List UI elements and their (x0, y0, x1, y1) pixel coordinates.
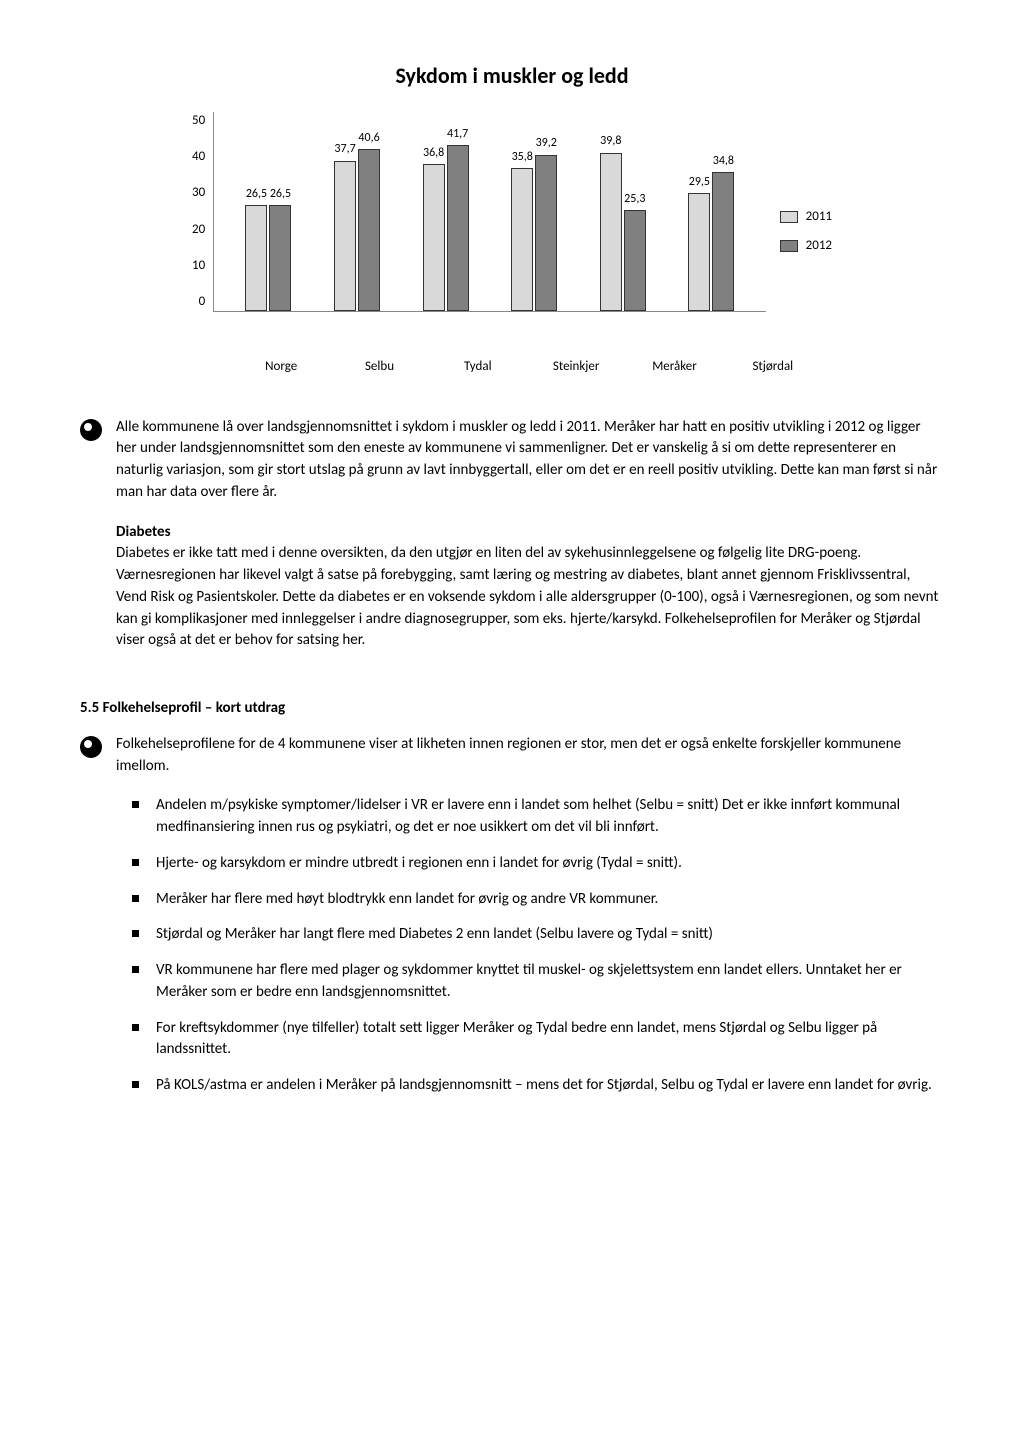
paragraph-folkehelseprofil-intro: Folkehelseprofilene for de 4 kommunene v… (116, 734, 944, 778)
bar-2012: 34,8 (712, 172, 734, 311)
x-tick-label: Tydal (429, 358, 527, 377)
bar-group: 35,839,2 (490, 112, 579, 311)
subheading-folkehelseprofil: 5.5 Folkehelseprofil – kort utdrag (80, 698, 944, 720)
section-muskler-ledd: Alle kommunene lå over landsgjennomsnitt… (80, 417, 944, 671)
bar-2011: 39,8 (600, 153, 622, 311)
chart-title: Sykdom i muskler og ledd (192, 60, 832, 92)
bar-2011: 36,8 (423, 164, 445, 310)
bar-2011: 37,7 (334, 161, 356, 311)
y-axis: 50 40 30 20 10 0 (192, 112, 213, 312)
list-item: For kreftsykdommer (nye tilfeller) total… (156, 1018, 944, 1062)
legend-label: 2012 (806, 237, 832, 256)
x-tick-label: Meråker (625, 358, 723, 377)
bar-value-label: 26,5 (246, 186, 267, 203)
list-item: På KOLS/astma er andelen i Meråker på la… (156, 1075, 944, 1097)
legend-item-2011: 2011 (780, 208, 832, 227)
bar-2012: 25,3 (624, 210, 646, 311)
bullet-marker-icon (80, 736, 102, 758)
chart-container: Sykdom i muskler og ledd 50 40 30 20 10 … (192, 60, 832, 377)
bar-value-label: 26,5 (270, 186, 291, 203)
paragraph-muskler-ledd: Alle kommunene lå over landsgjennomsnitt… (116, 417, 944, 504)
paragraph-diabetes: Diabetes Diabetes er ikke tatt med i den… (116, 522, 944, 653)
ytick: 40 (192, 148, 205, 167)
bar-value-label: 34,8 (713, 153, 734, 170)
bar-group: 29,534,8 (667, 112, 756, 311)
bar-value-label: 40,6 (358, 130, 379, 147)
bullet-list: Andelen m/psykiske symptomer/lidelser i … (116, 795, 944, 1097)
bar-value-label: 39,2 (536, 135, 557, 152)
bar-value-label: 25,3 (624, 191, 645, 208)
list-item: Hjerte- og karsykdom er mindre utbredt i… (156, 853, 944, 875)
plot-area: 26,526,537,740,636,841,735,839,239,825,3… (213, 112, 765, 312)
x-tick-label: Stjørdal (724, 358, 822, 377)
bar-value-label: 35,8 (512, 149, 533, 166)
bar-2012: 41,7 (447, 145, 469, 311)
bar-group: 37,740,6 (313, 112, 402, 311)
bar-2012: 40,6 (358, 149, 380, 311)
bar-value-label: 36,8 (423, 145, 444, 162)
ytick: 10 (192, 257, 205, 276)
bar-2011: 35,8 (511, 168, 533, 310)
bar-value-label: 37,7 (334, 141, 355, 158)
ytick: 50 (192, 112, 205, 131)
bar-2012: 26,5 (269, 205, 291, 310)
ytick: 0 (192, 293, 205, 312)
bar-group: 39,825,3 (579, 112, 668, 311)
list-item: Meråker har flere med høyt blodtrykk enn… (156, 889, 944, 911)
ytick: 20 (192, 221, 205, 240)
bar-value-label: 39,8 (600, 133, 621, 150)
diabetes-body: Diabetes er ikke tatt med i denne oversi… (116, 544, 938, 649)
legend-item-2012: 2012 (780, 237, 832, 256)
list-item: VR kommunene har flere med plager og syk… (156, 960, 944, 1004)
bar-group: 26,526,5 (224, 112, 313, 311)
x-tick-label: Selbu (330, 358, 428, 377)
list-item: Andelen m/psykiske symptomer/lidelser i … (156, 795, 944, 839)
x-axis-labels: NorgeSelbuTydalSteinkjerMeråkerStjørdal (222, 352, 832, 377)
ytick: 30 (192, 184, 205, 203)
bullet-marker-icon (80, 419, 102, 441)
section-folkehelseprofil: Folkehelseprofilene for de 4 kommunene v… (80, 734, 944, 1111)
bar-2011: 29,5 (688, 193, 710, 310)
x-tick-label: Steinkjer (527, 358, 625, 377)
chart-body: 50 40 30 20 10 0 26,526,537,740,636,841,… (192, 112, 832, 352)
x-tick-label: Norge (232, 358, 330, 377)
legend-swatch-2011 (780, 211, 798, 223)
legend-label: 2011 (806, 208, 832, 227)
bar-2012: 39,2 (535, 155, 557, 311)
diabetes-heading: Diabetes (116, 523, 171, 541)
bar-value-label: 29,5 (689, 174, 710, 191)
list-item: Stjørdal og Meråker har langt flere med … (156, 924, 944, 946)
bar-value-label: 41,7 (447, 126, 468, 143)
legend-swatch-2012 (780, 240, 798, 252)
bar-2011: 26,5 (245, 205, 267, 310)
chart-legend: 2011 2012 (780, 112, 832, 352)
bar-group: 36,841,7 (401, 112, 490, 311)
